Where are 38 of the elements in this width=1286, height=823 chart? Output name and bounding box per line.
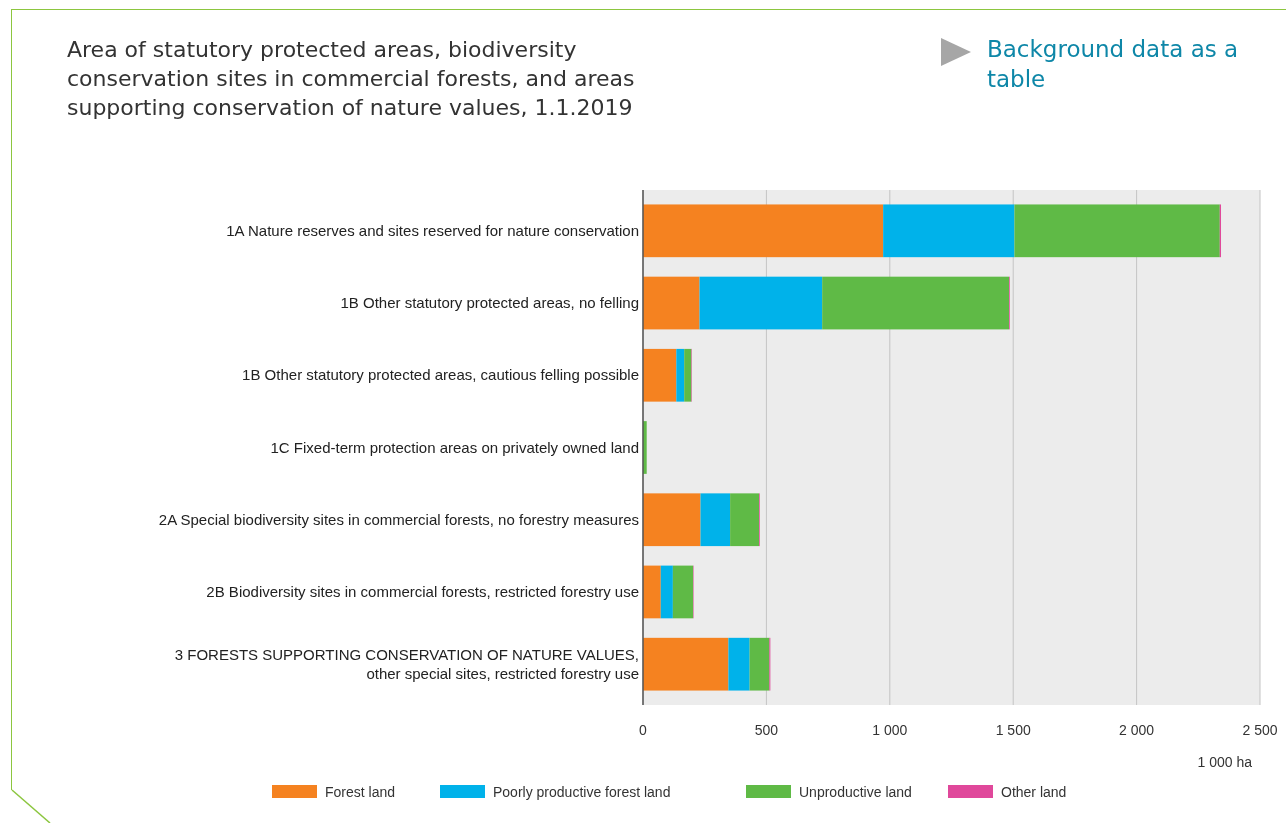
bar [643, 276, 700, 330]
bar [883, 204, 1015, 258]
y-tick-label: 1B Other statutory protected areas, no felling [340, 294, 639, 312]
x-tick-label: 2 000 [1119, 722, 1155, 738]
x-axis-title: 1 000 ha [1197, 754, 1253, 770]
bar [672, 565, 694, 619]
bar [660, 565, 673, 619]
x-tick-label: 500 [754, 722, 779, 738]
bar [643, 565, 661, 619]
bar [728, 637, 750, 691]
bar [749, 637, 770, 691]
y-tick-label: 1C Fixed-term protection areas on privately owned land [270, 438, 639, 456]
bar [643, 637, 729, 691]
y-tick-label: 1A Nature reserves and sites reserved for nature conservation [226, 221, 639, 239]
text: Area of statutory protected areas, biodiversity conservation sites in commercial forests, and areas supporting conservation of nature values, 1.1.2019 [67, 37, 635, 120]
bar [822, 276, 1010, 330]
y-tick-label: 2B Biodiversity sites in commercial forests, restricted forestry use [206, 582, 639, 600]
x-tick-label: 1 500 [995, 722, 1031, 738]
x-tick-label: 2 500 [1242, 722, 1278, 738]
bar [643, 348, 677, 402]
bar [643, 204, 884, 258]
legend-label: Other land [1001, 784, 1067, 800]
bar [730, 493, 759, 547]
x-tick-label: 0 [639, 722, 648, 738]
bar [1014, 204, 1220, 258]
bar [643, 493, 701, 547]
y-tick-label: 3 FORESTS SUPPORTING CONSERVATION OF NATURE VALUES, other special sites, restricted forestry use [174, 646, 639, 683]
bar [684, 348, 692, 402]
y-tick-label: 2A Special biodiversity sites in commercial forests, no forestry measures [158, 510, 639, 528]
legend-label: Poorly productive forest land [493, 784, 671, 800]
x-tick-label: 1 000 [872, 722, 908, 738]
bar [700, 493, 731, 547]
y-tick-label: 1B Other statutory protected areas, cautious felling possible [242, 366, 639, 384]
bar [676, 348, 685, 402]
legend-label: Forest land [325, 784, 396, 800]
text: Background data as a table [987, 36, 1239, 92]
bar [699, 276, 823, 330]
legend-label: Unproductive land [799, 784, 912, 800]
